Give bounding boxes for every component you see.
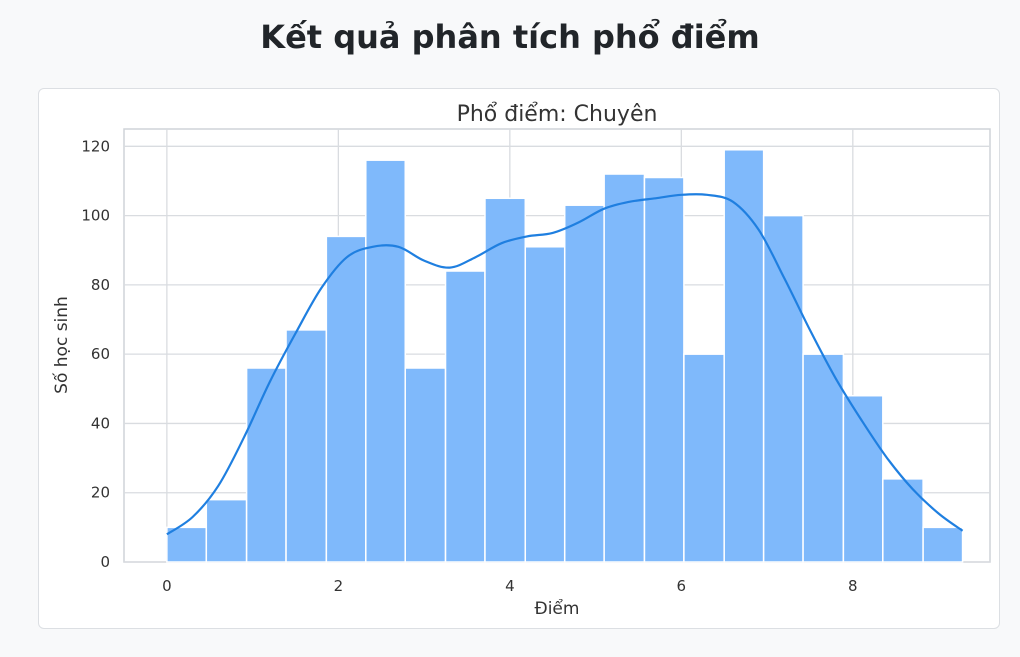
histogram-bar: [365, 159, 406, 563]
x-tick-label: 6: [677, 577, 687, 595]
x-axis-label: Điểm: [535, 598, 580, 619]
histogram-bar: [762, 214, 804, 563]
y-tick-label: 100: [81, 207, 110, 225]
histogram-bar: [723, 149, 765, 563]
x-tick-label: 2: [334, 577, 344, 595]
x-tick-label: 8: [848, 577, 858, 595]
histogram-bar: [882, 478, 924, 563]
histogram-bar: [325, 235, 367, 563]
histogram-bar: [166, 526, 208, 563]
page-title: Kết quả phân tích phổ điểm: [260, 18, 760, 56]
y-tick-label: 0: [100, 553, 110, 571]
x-tick-label: 0: [162, 577, 172, 595]
kde-curve: [166, 193, 964, 536]
chart-title: Phổ điểm: Chuyên: [457, 102, 658, 127]
y-tick-label: 120: [81, 137, 110, 155]
histogram-bar: [484, 197, 527, 563]
y-tick-label: 80: [91, 276, 110, 294]
histogram-bar: [643, 176, 685, 563]
kde-line: [166, 193, 964, 536]
y-tick-label: 20: [91, 484, 110, 502]
histogram-bar: [683, 353, 725, 563]
y-tick-label: 40: [91, 414, 110, 432]
histogram-bar: [404, 367, 447, 563]
x-tick-label: 4: [505, 577, 515, 595]
x-ticks: 0 2 4 6 8: [162, 577, 857, 595]
histogram-bar: [603, 173, 646, 563]
histogram-chart: 0 2 4 6 8 0 20 40 60 80 100 120 Phổ điểm: Chuyên Đ…: [51, 102, 991, 619]
chart-card: 0 2 4 6 8 0 20 40 60 80 100 120 Phổ điểm: Chuyên Đ…: [38, 88, 1000, 629]
y-ticks: 0 20 40 60 80 100 120: [81, 137, 110, 571]
histogram-bar: [524, 246, 566, 563]
histogram-bar: [205, 498, 248, 563]
y-axis-label: Số học sinh: [51, 296, 72, 394]
histogram-bar: [444, 270, 486, 563]
y-tick-label: 60: [91, 345, 110, 363]
histogram-bar: [245, 367, 287, 563]
histogram-bar: [563, 204, 605, 563]
histogram-bar: [285, 329, 328, 563]
histogram-bar: [922, 526, 964, 563]
histogram-bars: [166, 149, 964, 563]
histogram-bar: [802, 353, 845, 563]
